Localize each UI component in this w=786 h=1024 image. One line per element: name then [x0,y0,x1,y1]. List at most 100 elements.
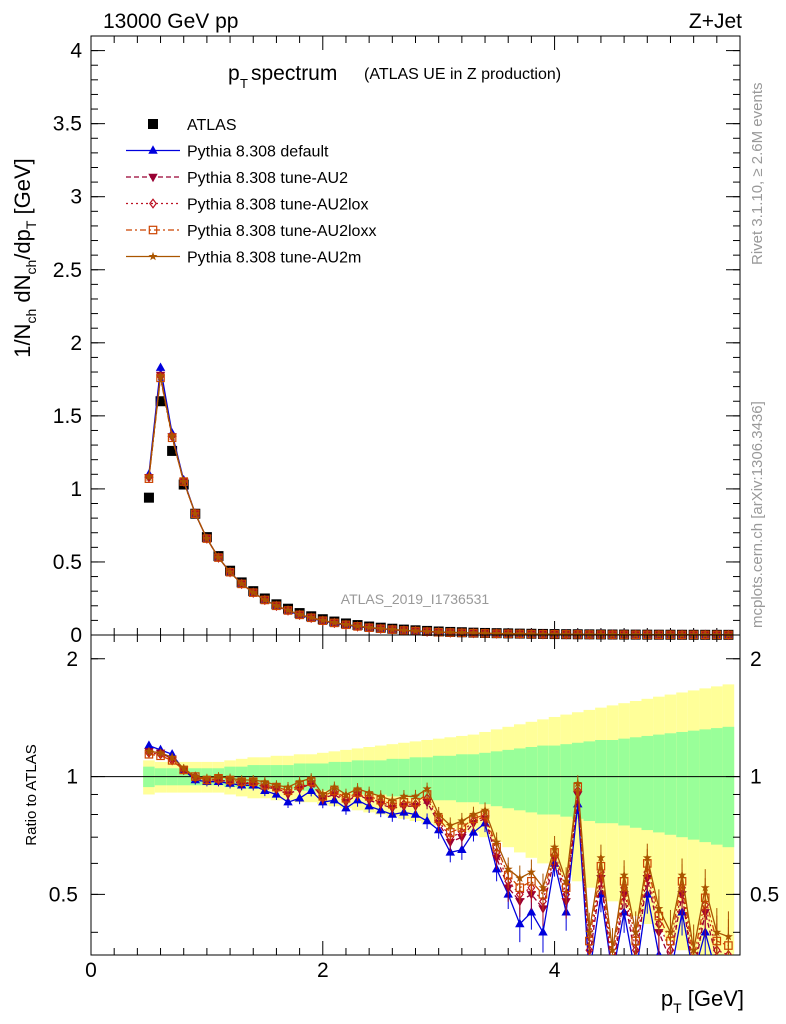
data-point [609,966,615,974]
chart-title: p T spectrum (ATLAS UE in Z production) [228,62,561,91]
band-inner [525,747,538,813]
band-inner [653,734,665,833]
legend-marker [149,198,157,209]
data-point [631,630,641,639]
data-point [538,927,548,936]
data-point [561,876,571,886]
legend-label: Pythia 8.308 tune-AU2loxx [187,223,376,240]
data-point [469,809,478,819]
data-point [272,780,281,790]
y-tick-label: 3.5 [53,113,82,136]
data-point [341,789,351,799]
data-point [376,623,386,633]
data-point [306,612,316,622]
data-point [631,957,640,965]
series-au2m [144,746,733,954]
data-point [167,445,178,456]
ratio-series [144,740,733,974]
y-tick-label: 2 [70,332,82,355]
data-point [434,627,444,636]
data-point [526,867,536,876]
band-inner [641,735,654,831]
data-point [666,957,675,965]
data-point [596,853,606,862]
data-point [202,773,212,783]
data-point [144,740,154,749]
data-point [480,805,490,815]
data-point [376,791,386,801]
data-point [445,820,455,830]
data-point [237,775,247,784]
data-point [550,629,559,638]
band-inner [514,748,526,811]
data-point [399,791,409,801]
data-point [167,752,177,762]
data-point [492,628,502,638]
data-point [179,763,189,773]
data-point [167,431,177,441]
legend-marker [148,251,158,261]
data-point [411,626,420,635]
legend-label: Pythia 8.308 tune-AU2m [187,250,361,267]
y-tick-label: 0.5 [49,883,78,906]
data-point [387,624,397,634]
data-point [364,622,374,632]
data-point [642,630,652,639]
y-tick-label: 1 [70,478,82,501]
data-point [712,927,722,937]
legend: ATLAS Pythia 8.308 default Pythia 8.308 tu… [126,117,376,267]
data-point [190,771,200,781]
data-point [422,626,432,636]
data-point [723,931,733,941]
data-point [353,621,362,630]
data-point [677,870,687,879]
band-inner [676,731,688,838]
data-point [283,782,293,791]
band-inner [722,726,735,848]
data-point [225,773,235,783]
band-inner [432,755,445,801]
data-point [515,629,525,638]
data-point [666,630,675,639]
band-inner [687,730,700,840]
data-point [214,552,223,562]
data-point [294,793,305,802]
band-inner [583,741,596,821]
legend-marker [148,225,158,235]
legend-label: Pythia 8.308 tune-AU2 [187,170,348,187]
band-inner [595,740,607,824]
x-tick-label: 0 [85,959,97,982]
data-point [724,962,733,970]
data-point [492,837,502,846]
ylabel-main: 1/Nch dNch/dpT [GeV] [10,158,39,358]
data-point [538,629,548,638]
data-point [689,945,699,954]
data-point [214,771,223,781]
legend-item-default: Pythia 8.308 default [126,144,329,161]
data-point [608,945,617,954]
data-point [666,927,675,937]
data-point [584,927,594,937]
data-point [295,777,305,786]
legend-label: Pythia 8.308 tune-AU2lox [187,197,368,214]
data-point [619,629,629,639]
data-point [526,907,537,916]
data-point [411,791,420,801]
data-point [260,595,270,604]
legend-label: Pythia 8.308 default [187,144,329,161]
legend-marker [148,145,158,154]
band-inner [467,754,480,803]
data-point [515,918,525,928]
rivet-label: Rivet 3.1.10, ≥ 2.6M events [749,83,766,266]
legend-marker [148,119,158,129]
data-point [677,630,687,639]
y-tick-label: 3 [70,186,82,209]
data-point [457,816,467,825]
data-point [260,777,270,786]
data-point [538,883,548,892]
data-point [690,966,696,974]
y-tick-label: 2 [66,648,78,671]
data-point [503,864,513,873]
data-point [190,509,200,518]
